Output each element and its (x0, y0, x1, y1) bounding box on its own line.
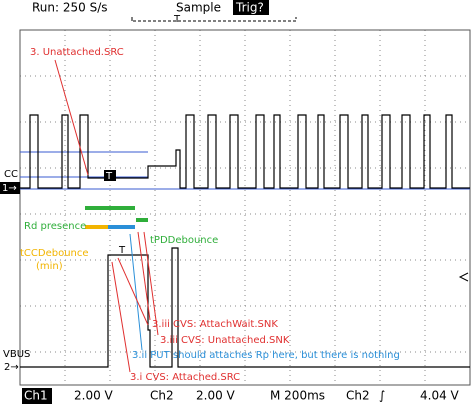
annotation: (min) (36, 261, 63, 272)
footer-trig-source: Ch2 (346, 389, 370, 403)
annotation: 3.ii PUT should attaches Rp here, but th… (132, 350, 400, 361)
ch1-marker: 1→ (2, 183, 17, 194)
annotation: 3.i CVS: Attached.SRC (130, 372, 240, 383)
pointers (54, 59, 159, 373)
ch1-marker-box (0, 182, 20, 194)
vbus-waveform (20, 247, 470, 368)
annotation: Rd presence (24, 221, 86, 232)
record-bracket (131, 17, 297, 22)
footer-ch2-scale: 2.00 V (196, 389, 236, 403)
plot-frame (19, 29, 471, 386)
ch1-label: CC (4, 169, 18, 180)
ch2-label: VBUS (3, 349, 30, 360)
footer-ch1-scale: 2.00 V (74, 389, 114, 403)
annotation: 3.iii CVS: AttachWait.SNK (152, 319, 278, 330)
cc-waveform (20, 114, 470, 189)
cc-marker-box (104, 170, 116, 181)
grid (20, 29, 470, 385)
footer-trig-level: 4.04 V (420, 389, 460, 403)
footer-ch1: Ch1 (24, 389, 48, 403)
trigger-pos: T (173, 14, 181, 25)
trig-status: Trig? (235, 1, 264, 15)
trig-level-arrow (458, 272, 469, 282)
footer-time: M 200ms (270, 389, 325, 403)
footer-trig-slope: ∫ (379, 389, 385, 403)
vbus-marker: T (118, 245, 126, 256)
cc-marker: T (105, 171, 113, 182)
annotation: tPDDebounce (150, 235, 218, 246)
ch1-box (22, 388, 52, 404)
annotation: 3. Unattached.SRC (30, 47, 124, 58)
annotation: tCCDebounce (20, 248, 89, 259)
trig-box (233, 0, 269, 15)
run-status: Run: 250 S/s (32, 1, 108, 15)
annotation: 3.iii CVS: Unattached.SNK (160, 335, 290, 346)
footer-ch2: Ch2 (150, 389, 174, 403)
acq-mode: Sample (176, 1, 221, 15)
ch2-marker: 2→ (4, 362, 19, 373)
